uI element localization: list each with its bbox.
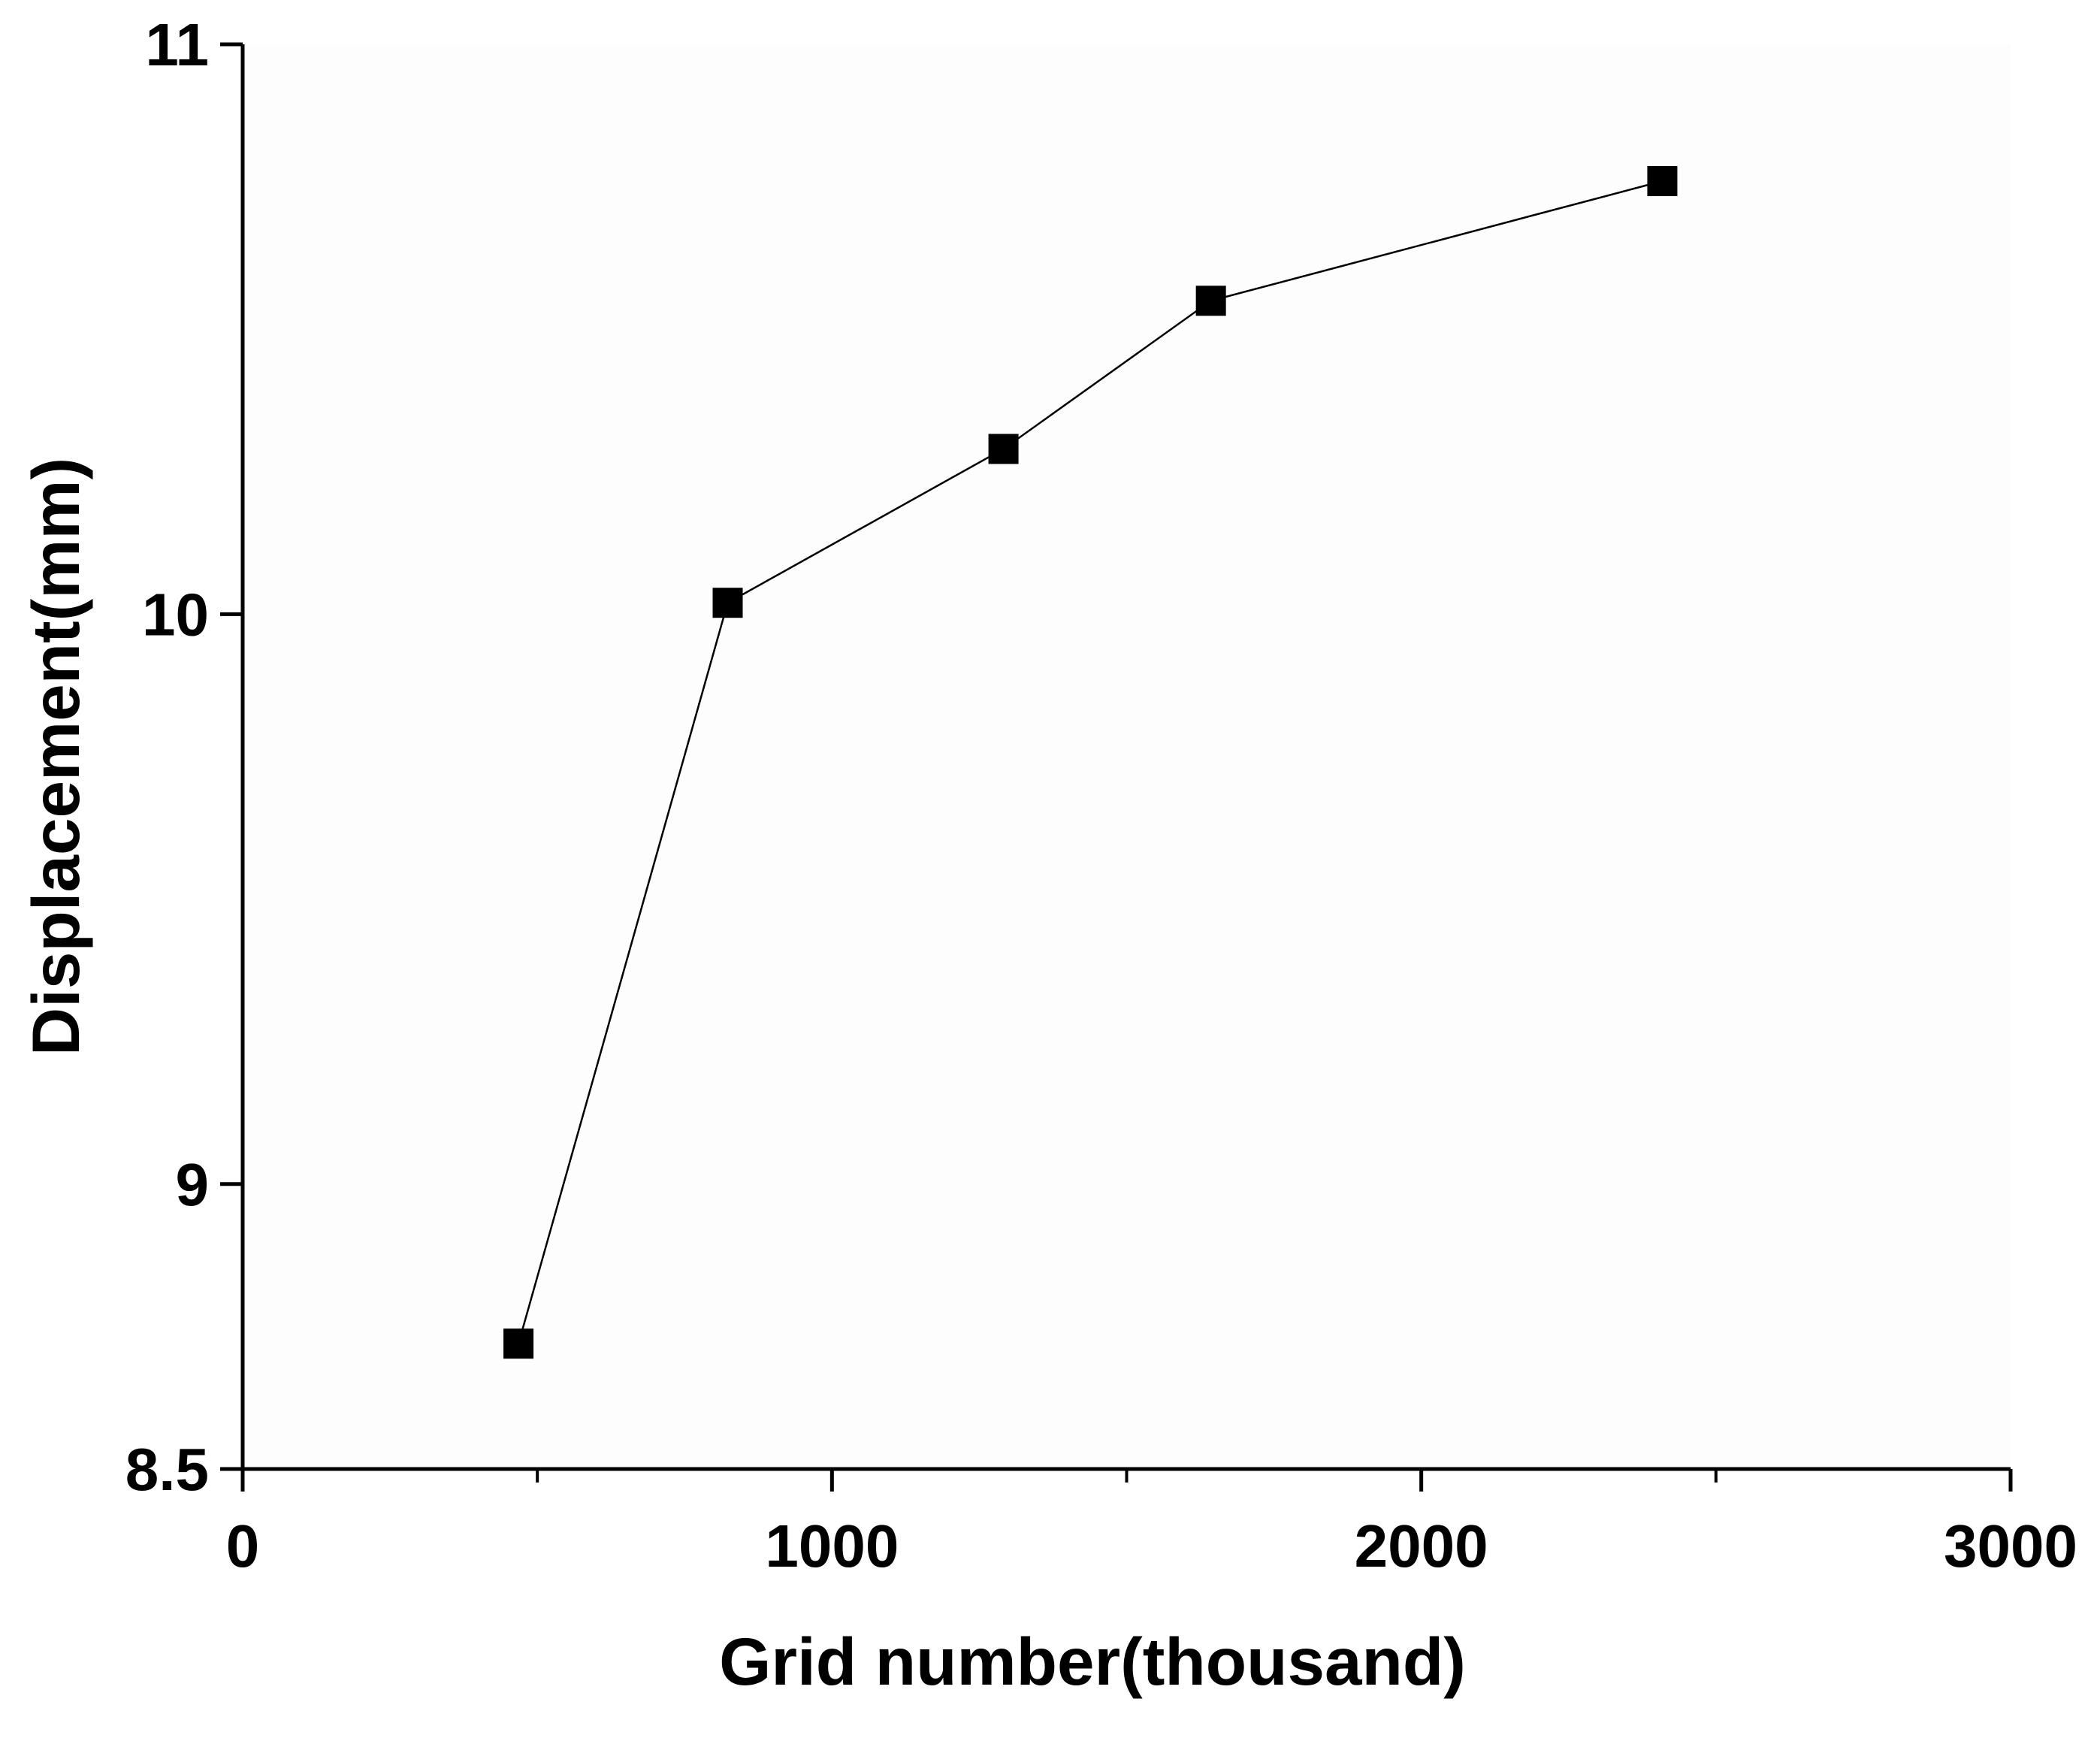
y-tick-label: 8.5: [125, 1436, 209, 1503]
marker: [1195, 286, 1226, 316]
marker: [503, 1328, 534, 1359]
x-tick-label: 3000: [1944, 1513, 2077, 1579]
x-tick-label: 0: [226, 1513, 260, 1579]
x-tick-label: 1000: [765, 1513, 899, 1579]
marker: [988, 434, 1019, 464]
y-tick-label: 11: [145, 11, 209, 78]
y-tick-label: 10: [142, 581, 209, 648]
x-axis-title: Grid number(thousand): [719, 1624, 1466, 1699]
marker: [1647, 166, 1678, 197]
plot-area: [243, 44, 2011, 1469]
y-tick-label: 9: [176, 1151, 210, 1218]
marker: [712, 588, 743, 618]
x-tick-label: 2000: [1355, 1513, 1488, 1579]
y-axis-title: Displacement(mm): [18, 458, 93, 1056]
